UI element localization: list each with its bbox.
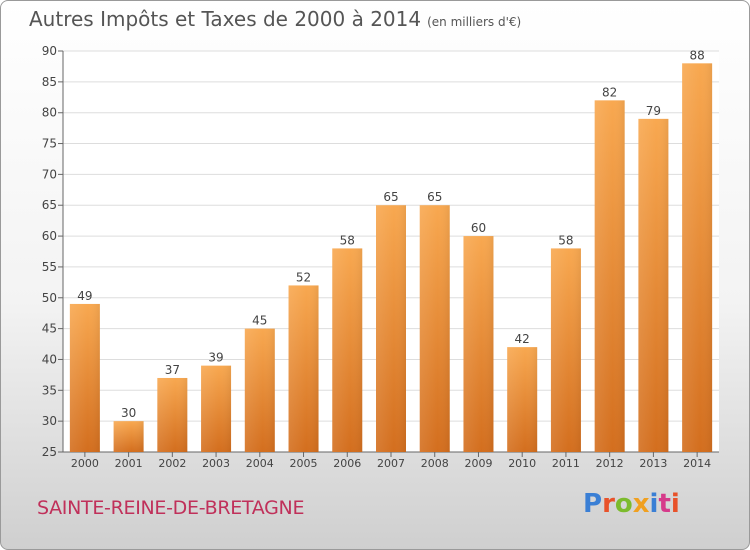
bar-value-label: 60 (471, 221, 486, 235)
bar-shine (682, 63, 713, 452)
y-tick-label: 65 (42, 198, 57, 212)
bar-value-label: 45 (252, 314, 267, 328)
logo-letter: r (602, 489, 615, 519)
logo-letter: t (658, 489, 671, 519)
bar-shine (201, 365, 232, 452)
chart-unit: (en milliers d'€) (427, 15, 522, 29)
chart-title: Autres Impôts et Taxes de 2000 à 2014 (en… (29, 7, 521, 31)
x-tick-label: 2003 (202, 457, 230, 470)
x-tick-label: 2007 (377, 457, 405, 470)
bar-shine (550, 248, 581, 452)
y-tick-label: 55 (42, 260, 57, 274)
x-tick-label: 2006 (333, 457, 361, 470)
y-tick-label: 25 (42, 445, 57, 459)
bar-shine (157, 377, 188, 452)
bar-value-label: 52 (296, 270, 311, 284)
y-tick-label: 60 (42, 229, 57, 243)
bar-value-label: 88 (689, 48, 704, 62)
y-tick-label: 80 (42, 106, 57, 120)
bar-shine (69, 303, 100, 452)
y-tick-label: 90 (42, 44, 57, 58)
bar-value-label: 30 (121, 406, 136, 420)
proxiti-logo[interactable]: Proxiti (583, 489, 680, 519)
bar-value-label: 49 (77, 289, 92, 303)
y-tick-label: 85 (42, 75, 57, 89)
bar-value-label: 58 (340, 233, 355, 247)
y-tick-label: 70 (42, 167, 57, 181)
bar-value-label: 39 (208, 351, 223, 365)
x-tick-label: 2012 (596, 457, 624, 470)
logo-letter: P (583, 489, 603, 519)
place-name: SAINTE-REINE-DE-BRETAGNE (37, 497, 305, 519)
bar-shine (113, 421, 144, 452)
x-tick-label: 2004 (246, 457, 274, 470)
bar-shine (376, 205, 406, 452)
y-tick-label: 50 (42, 291, 57, 305)
x-tick-label: 2005 (290, 457, 318, 470)
y-tick-label: 45 (42, 322, 57, 336)
x-tick-label: 2008 (421, 457, 449, 470)
logo-letter: i (670, 489, 680, 519)
bar-shine (419, 205, 450, 452)
x-tick-label: 2010 (508, 457, 536, 470)
x-tick-label: 2011 (552, 457, 580, 470)
x-tick-label: 2002 (158, 457, 186, 470)
bar-shine (244, 328, 275, 452)
x-tick-label: 2001 (115, 457, 143, 470)
bar-value-label: 65 (427, 190, 442, 204)
logo-letter: i (649, 489, 659, 519)
bar-shine (288, 285, 319, 452)
bar-shine (332, 248, 363, 452)
y-tick-label: 30 (42, 414, 57, 428)
bar-shine (594, 100, 625, 452)
bar-shine (507, 347, 538, 452)
x-tick-label: 2000 (71, 457, 99, 470)
y-tick-label: 40 (42, 352, 57, 366)
y-tick-label: 75 (42, 137, 57, 151)
bar-value-label: 42 (515, 332, 530, 346)
chart-title-text: Autres Impôts et Taxes de 2000 à 2014 (29, 7, 422, 31)
logo-letter: o (614, 489, 633, 519)
bar-shine (463, 236, 494, 452)
bar-value-label: 58 (558, 233, 573, 247)
x-tick-label: 2014 (683, 457, 711, 470)
bar-value-label: 82 (602, 85, 617, 99)
bar-shine (638, 118, 669, 452)
y-tick-label: 35 (42, 383, 57, 397)
bar-value-label: 37 (165, 363, 180, 377)
bar-value-label: 79 (646, 104, 661, 118)
bar-value-label: 65 (383, 190, 398, 204)
x-tick-label: 2009 (464, 457, 492, 470)
x-tick-label: 2013 (639, 457, 667, 470)
logo-letter: x (632, 489, 650, 519)
